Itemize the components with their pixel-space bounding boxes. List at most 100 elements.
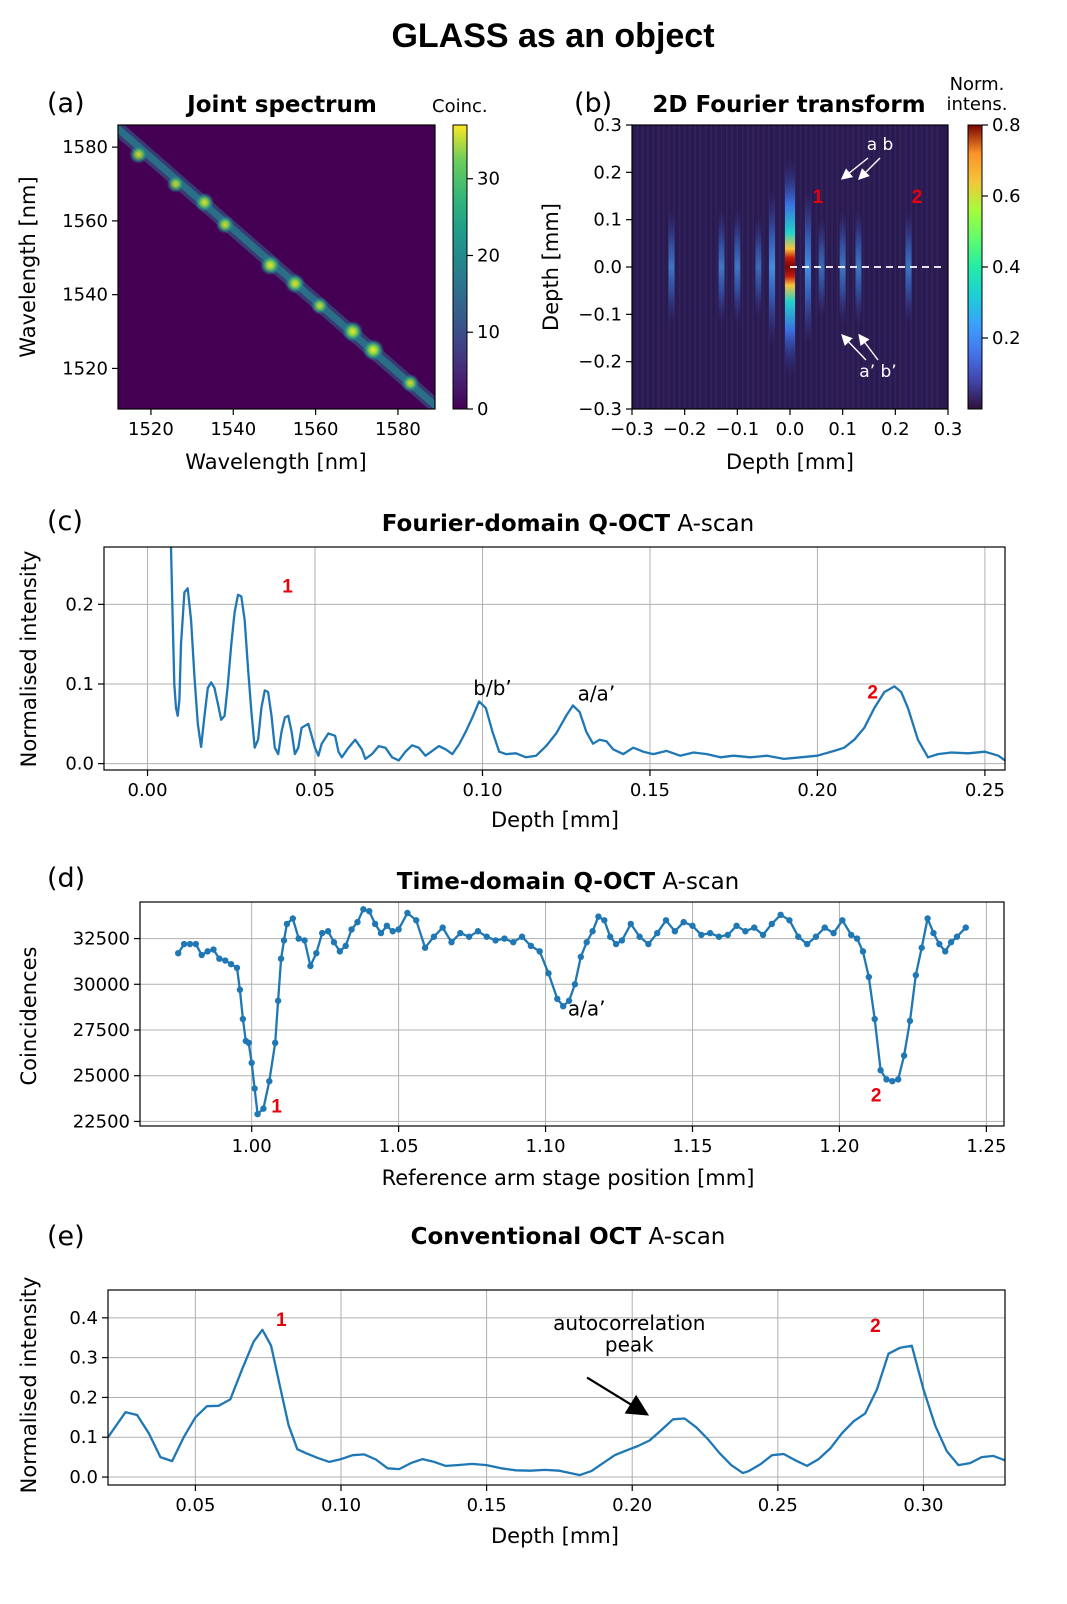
y-tick-label: 0.1 xyxy=(69,1427,98,1448)
series-point xyxy=(742,928,749,935)
annotation-label: autocorrelation xyxy=(553,1311,705,1335)
fourier-stripe xyxy=(769,191,776,343)
series-point xyxy=(839,917,846,924)
series-point xyxy=(554,995,561,1003)
joint-spectrum-hotspot xyxy=(215,215,235,234)
x-tick-label: 1560 xyxy=(293,419,339,440)
x-tick-label: 1.25 xyxy=(966,1136,1006,1157)
series-point xyxy=(595,913,602,920)
panel-d-ylabel: Coincidences xyxy=(17,946,41,1085)
x-tick-label: 0.1 xyxy=(828,419,857,440)
joint-spectrum-hotspot xyxy=(260,254,281,276)
series-point xyxy=(254,1110,261,1118)
series-point xyxy=(280,937,288,944)
series-point xyxy=(271,1039,279,1047)
panel-a-colorbar-label: Coinc. xyxy=(432,96,488,117)
panel-c-series xyxy=(169,547,1005,762)
y-tick-label: 0.2 xyxy=(69,1387,98,1408)
panel-b-arrow-b-prime xyxy=(858,333,879,361)
panel-a-xlabel: Wavelength [nm] xyxy=(185,450,366,474)
colorbar-tick-label: 0 xyxy=(477,399,488,420)
panel-c-x-ticks: 0.00 0.05 0.10 0.15 0.20 0.25 xyxy=(128,770,1005,801)
series-point xyxy=(180,940,188,948)
series-line xyxy=(169,547,1005,762)
joint-spectrum-hotspot xyxy=(194,192,215,213)
panel-e-ylabel: Normalised intensity xyxy=(17,1277,41,1494)
series-point xyxy=(233,964,241,972)
panel-a-x-ticks: 1520 1540 1560 1580 xyxy=(128,409,421,440)
series-point xyxy=(559,1003,567,1010)
panel-c-grid xyxy=(104,547,1005,770)
panel-e-title-bold: Conventional OCT xyxy=(411,1224,642,1250)
annotation-label: 2 xyxy=(871,1085,882,1106)
panel-b-arrow-b xyxy=(858,157,881,180)
series-point xyxy=(803,940,811,948)
series-point xyxy=(859,948,867,955)
y-tick-label: 1560 xyxy=(62,211,108,232)
x-tick-label: 0.00 xyxy=(128,780,168,801)
series-point xyxy=(348,926,355,933)
series-point xyxy=(900,1052,908,1059)
joint-spectrum-hotspot xyxy=(284,273,306,294)
panel-b-arrow-a xyxy=(840,157,869,180)
series-point xyxy=(404,909,411,917)
series-point xyxy=(377,929,385,937)
series-point xyxy=(283,920,291,928)
series-point xyxy=(210,946,217,953)
series-point xyxy=(342,942,349,950)
panel-b-ab-label: a b xyxy=(867,135,894,155)
panel-label-a: (a) xyxy=(47,88,85,119)
panel-c-ylabel: Normalised intensity xyxy=(17,551,41,768)
colorbar-tick-label: 20 xyxy=(477,245,500,266)
x-tick-label: 1.20 xyxy=(819,1136,859,1157)
series-point xyxy=(260,1105,267,1112)
series-point xyxy=(821,924,828,931)
joint-spectrum-hotspot xyxy=(342,320,364,343)
panel-e-xlabel: Depth [mm] xyxy=(491,1524,619,1548)
panel-d-y-ticks: 22500 25000 27500 30000 32500 xyxy=(73,929,140,1132)
series-point xyxy=(518,933,526,940)
annotation-label: a/a’ xyxy=(578,682,616,706)
annotation-label: 2 xyxy=(870,1316,881,1337)
x-tick-label: 0.20 xyxy=(797,780,837,801)
panel-a-title: Joint spectrum xyxy=(185,92,377,118)
series-point xyxy=(930,929,937,937)
series-point xyxy=(251,1085,258,1092)
y-tick-label: 0.1 xyxy=(593,210,622,231)
series-point xyxy=(366,907,373,915)
series-point xyxy=(786,917,793,924)
joint-spectrum-band xyxy=(118,125,435,409)
panel-d-title-rest: A-scan xyxy=(655,869,739,895)
series-point xyxy=(483,933,490,940)
series-line xyxy=(108,1328,1005,1477)
joint-spectrum-hotspot xyxy=(401,373,420,393)
y-tick-label: 0.2 xyxy=(65,594,94,615)
x-tick-label: 0.0 xyxy=(776,419,805,440)
series-point xyxy=(474,928,482,935)
x-tick-label: 1580 xyxy=(375,419,421,440)
y-tick-label: −0.3 xyxy=(578,399,622,420)
panel-b-ab-prime-label: a’ b’ xyxy=(859,362,896,382)
panel-e-grid xyxy=(108,1290,1005,1485)
series-point xyxy=(577,953,585,961)
panel-e-series xyxy=(108,1328,1005,1477)
panel-d-x-ticks: 1.00 1.05 1.10 1.15 1.20 1.25 xyxy=(232,1126,1006,1157)
series-point xyxy=(204,948,211,955)
panel-a-colorbar xyxy=(452,124,468,410)
series-point xyxy=(330,939,338,946)
series-point xyxy=(715,933,723,940)
series-point xyxy=(245,1039,252,1047)
fourier-stripes xyxy=(636,125,939,409)
series-point xyxy=(768,920,776,928)
series-point xyxy=(698,931,705,939)
series-point xyxy=(751,924,758,931)
fourier-stripe xyxy=(818,217,825,317)
panel-b-colorbar-label-1: Norm. xyxy=(950,74,1005,95)
x-tick-label: 1.05 xyxy=(379,1136,419,1157)
series-point xyxy=(492,937,499,944)
annotation-label: 1 xyxy=(271,1096,282,1117)
annotation-label: b/b’ xyxy=(473,676,512,700)
series-point xyxy=(465,933,473,940)
panel-b-x-ticks: −0.3 −0.2 −0.1 0.0 0.1 0.2 0.3 xyxy=(610,409,962,440)
series-point xyxy=(324,928,332,935)
